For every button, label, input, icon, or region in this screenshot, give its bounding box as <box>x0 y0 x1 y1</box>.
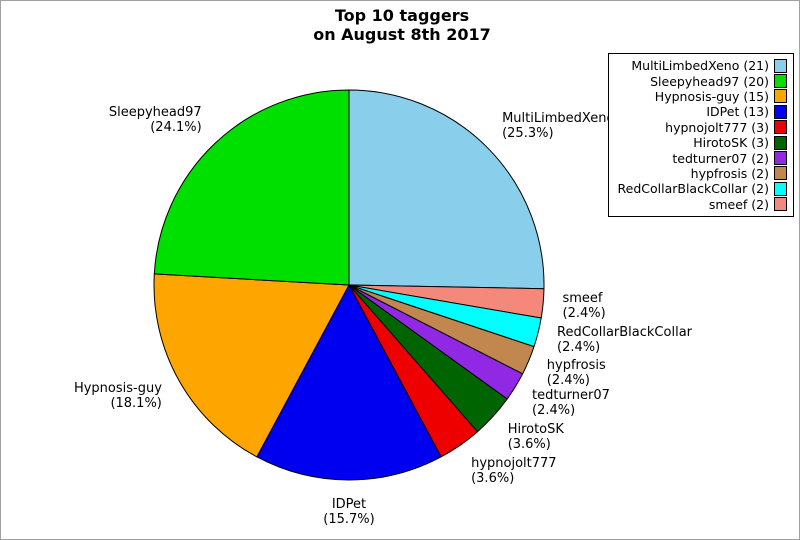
legend-color-swatch <box>774 151 787 166</box>
legend-label: Sleepyhead97 (20) <box>650 73 769 89</box>
legend-color-swatch <box>774 89 787 104</box>
legend-row: HirotoSK (3) <box>612 135 787 150</box>
legend-row: IDPet (13) <box>612 104 787 119</box>
pie-slice-label-pct: (2.4%) <box>546 372 590 388</box>
chart-title: Top 10 taggers on August 8th 2017 <box>313 6 491 44</box>
pie-slice-label: Hypnosis-guy (18.1%) <box>74 381 162 411</box>
legend-label: HirotoSK (3) <box>693 135 769 151</box>
pie-slice-label: IDPet (15.7%) <box>323 497 374 527</box>
pie-slice-label-pct: (3.6%) <box>471 471 515 487</box>
pie-slice-idpet <box>256 284 442 481</box>
legend-color-swatch <box>774 135 787 150</box>
pie-slice-sleepyhead97 <box>153 89 350 286</box>
pie-slice-label-name: Hypnosis-guy <box>73 380 162 396</box>
legend-color-swatch <box>774 120 787 135</box>
pie-slice-label-pct: (2.4%) <box>557 340 601 356</box>
legend-label: Hypnosis-guy (15) <box>654 88 769 104</box>
legend-label: RedCollarBlackCollar (2) <box>617 181 770 197</box>
pie-slice-label-pct: (2.4%) <box>532 403 576 419</box>
pie-slice-label-pct: (3.6%) <box>507 437 551 453</box>
legend-color-swatch <box>774 74 787 89</box>
pie-slice-label-name: MultiLimbedXeno <box>502 111 615 127</box>
pie-slice-label: hypnojolt777 (3.6%) <box>471 456 556 486</box>
legend-row: RedCollarBlackCollar (2) <box>612 181 787 196</box>
legend-row: tedturner07 (2) <box>612 150 787 166</box>
legend-color-swatch <box>774 197 787 212</box>
pie-slice-label: Sleepyhead97 (24.1%) <box>109 105 202 135</box>
legend-row: Sleepyhead97 (20) <box>612 73 787 89</box>
pie-slice-label: HirotoSK (3.6%) <box>508 422 564 452</box>
pie-slice-label-name: hypfrosis <box>546 357 606 373</box>
pie-slice-label-pct: (15.7%) <box>323 511 375 527</box>
pie-slice-label: tedturner07 (2.4%) <box>532 388 610 418</box>
legend-row: MultiLimbedXeno (21) <box>612 58 787 73</box>
pie-slice-label-pct: (25.3%) <box>502 126 554 142</box>
pie-slice-label: smeef (2.4%) <box>563 291 606 321</box>
legend-label: smeef (2) <box>708 196 769 212</box>
pie-slice-label-name: Sleepyhead97 <box>108 105 202 121</box>
pie-slice-label-name: IDPet <box>331 496 367 512</box>
pie-slice-label-name: hypnojolt777 <box>471 456 557 472</box>
pie-slice-label-name: RedCollarBlackCollar <box>557 325 693 341</box>
legend-label: tedturner07 (2) <box>672 150 769 166</box>
legend-color-swatch <box>774 104 787 119</box>
legend-label: IDPet (13) <box>706 104 769 120</box>
pie-slice-label: MultiLimbedXeno (25.3%) <box>502 111 614 141</box>
pie-slice-label-pct: (24.1%) <box>150 120 202 136</box>
pie-slice-label-pct: (2.4%) <box>562 306 606 322</box>
legend-color-swatch <box>774 58 787 73</box>
legend-row: hypnojolt777 (3) <box>612 120 787 135</box>
chart-title-line2: on August 8th 2017 <box>313 25 491 44</box>
pie-slice-multilimbedxeno <box>348 89 545 290</box>
pie-slice-label-name: smeef <box>562 291 603 307</box>
legend-color-swatch <box>774 166 787 181</box>
chart-title-line1: Top 10 taggers <box>334 6 470 25</box>
legend-row: smeef (2) <box>612 197 787 212</box>
legend-color-swatch <box>774 181 787 196</box>
pie-slice-label: hypfrosis (2.4%) <box>547 358 606 388</box>
pie-slice-hypnosis-guy <box>153 273 350 458</box>
legend-label: MultiLimbedXeno (21) <box>631 58 769 74</box>
legend-label: hypnojolt777 (3) <box>665 119 769 135</box>
legend: MultiLimbedXeno (21) Sleepyhead97 (20) Hyp… <box>608 53 794 217</box>
pie-slice-label-name: HirotoSK <box>507 422 564 438</box>
legend-row: hypfrosis (2) <box>612 166 787 181</box>
pie-slice-label-pct: (18.1%) <box>110 395 162 411</box>
legend-row: Hypnosis-guy (15) <box>612 89 787 104</box>
pie-slice-label: RedCollarBlackCollar (2.4%) <box>557 325 692 355</box>
pie-slice-label-name: tedturner07 <box>532 388 610 404</box>
legend-label: hypfrosis (2) <box>690 165 769 181</box>
